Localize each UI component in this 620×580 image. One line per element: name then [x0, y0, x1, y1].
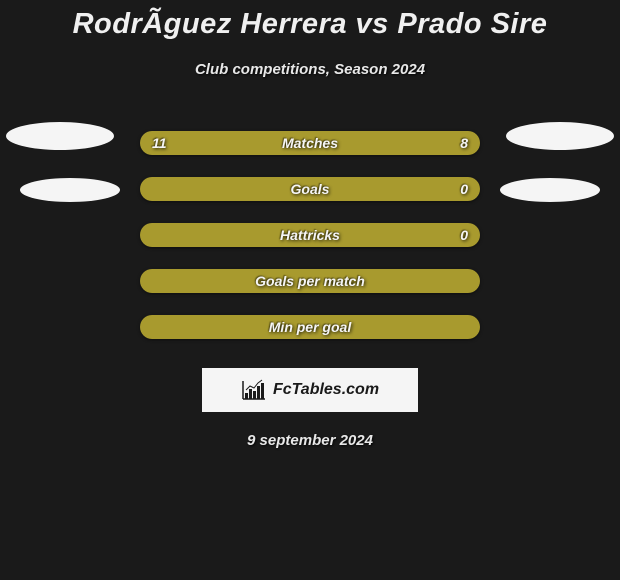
stat-row: Goals 0: [0, 166, 620, 212]
stat-value-right: 0: [460, 227, 468, 243]
infographic-container: RodrÃ­guez Herrera vs Prado Sire Club co…: [0, 0, 620, 449]
stat-bar: Goals 0: [140, 177, 480, 201]
branding-box[interactable]: FcTables.com: [202, 368, 418, 412]
stats-area: 11 Matches 8 Goals 0 Hattricks 0 Goals p…: [0, 120, 620, 350]
stat-row: Min per goal: [0, 304, 620, 350]
stat-bar: Min per goal: [140, 315, 480, 339]
stat-label: Goals per match: [255, 273, 365, 289]
stat-bar: 11 Matches 8: [140, 131, 480, 155]
stat-label: Hattricks: [280, 227, 340, 243]
stat-row: 11 Matches 8: [0, 120, 620, 166]
stat-row: Hattricks 0: [0, 212, 620, 258]
stat-row: Goals per match: [0, 258, 620, 304]
subtitle: Club competitions, Season 2024: [0, 61, 620, 78]
stat-bar: Goals per match: [140, 269, 480, 293]
stat-value-right: 0: [460, 181, 468, 197]
stat-bar: Hattricks 0: [140, 223, 480, 247]
stat-label: Goals: [291, 181, 330, 197]
page-title: RodrÃ­guez Herrera vs Prado Sire: [0, 8, 620, 41]
stat-value-right: 8: [460, 135, 468, 151]
date-label: 9 september 2024: [0, 432, 620, 449]
branding-text: FcTables.com: [273, 381, 379, 399]
bars-chart-icon: [241, 379, 267, 401]
stat-label: Min per goal: [269, 319, 351, 335]
stat-label: Matches: [282, 135, 338, 151]
stat-value-left: 11: [152, 135, 167, 151]
